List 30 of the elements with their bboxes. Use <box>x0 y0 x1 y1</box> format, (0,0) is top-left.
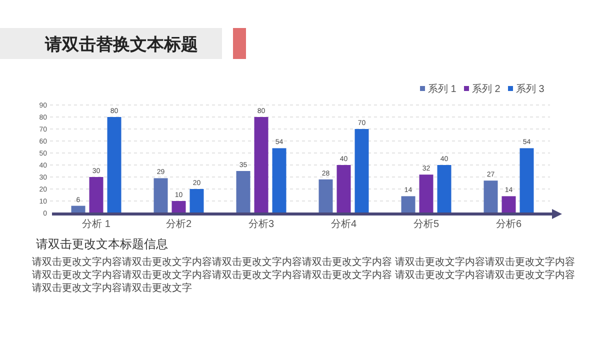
x-tick-label: 分析6 <box>496 218 522 230</box>
legend-label: 系列 2 <box>472 83 501 95</box>
bar <box>354 129 369 213</box>
chart-title: 请双击替换文本标题 <box>45 34 198 56</box>
x-tick-label: 分析2 <box>166 218 192 230</box>
bar <box>89 177 104 213</box>
bar <box>107 117 122 213</box>
x-tick-label: 分析4 <box>330 218 357 230</box>
bar <box>419 174 434 213</box>
legend-label: 系列 3 <box>516 83 545 95</box>
text: 请双击更改文字内容请双击更改文字内容请双击更改文字内容请双击更改文字内容 请双击更改文字内容请双击更改文字内容请双击更改文字内容请双击更改文字内容请双击更改文字内容请双击更改文字内容 请双击更改文字内容请双击更改文字内容请双击更改文字内容请双击更改文字 <box>32 256 576 295</box>
legend-label: 系列 1 <box>428 83 457 95</box>
x-tick-label: 分析 1 <box>82 218 111 230</box>
bar <box>401 196 416 213</box>
bar <box>236 171 250 213</box>
bar <box>272 148 286 213</box>
x-tick-label: 分析3 <box>248 218 274 230</box>
bar <box>484 180 498 213</box>
bar <box>254 117 268 213</box>
bar <box>318 179 333 213</box>
bar <box>71 206 86 213</box>
bar <box>172 201 186 213</box>
bar <box>336 165 351 213</box>
text: 请双击更改文本标题信息 <box>36 236 168 253</box>
bar <box>154 178 168 213</box>
bar <box>502 196 516 213</box>
x-tick-label: 分析5 <box>413 218 440 230</box>
bar <box>190 189 204 213</box>
bar <box>520 148 534 213</box>
bar <box>437 165 452 213</box>
